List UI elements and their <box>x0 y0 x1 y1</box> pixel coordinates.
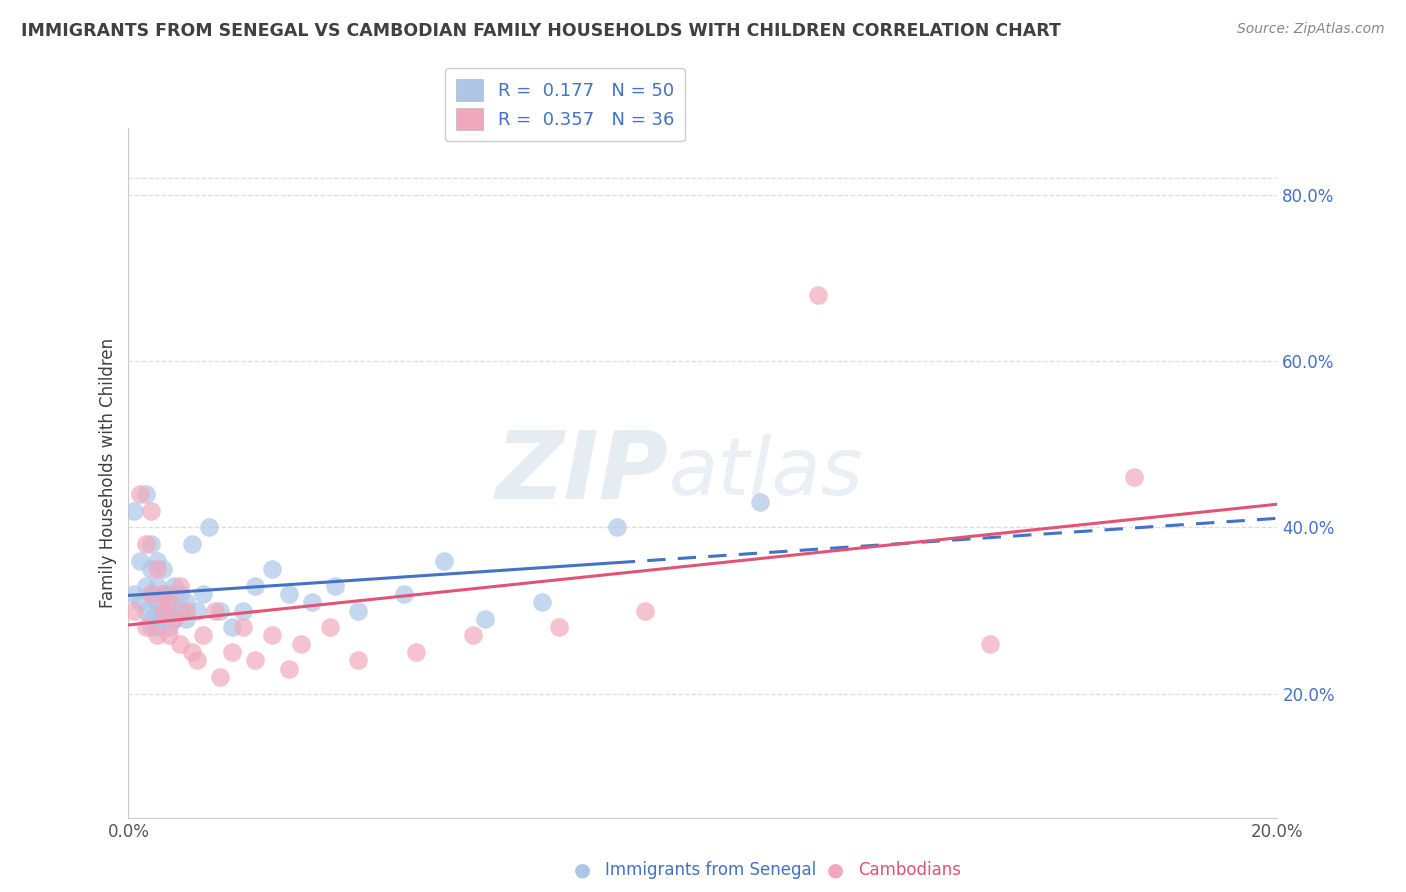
Text: ●: ● <box>827 860 844 880</box>
Point <box>243 578 266 592</box>
Point <box>221 645 243 659</box>
Point <box>122 504 145 518</box>
Point <box>169 578 191 592</box>
Point <box>749 495 772 509</box>
Point <box>262 562 284 576</box>
Point <box>174 603 197 617</box>
Point <box>634 603 657 617</box>
Point <box>157 595 180 609</box>
Point <box>548 620 571 634</box>
Text: Immigrants from Senegal: Immigrants from Senegal <box>605 861 815 879</box>
Point <box>141 587 163 601</box>
Point <box>204 603 226 617</box>
Point <box>141 504 163 518</box>
Point <box>1122 470 1144 484</box>
Point <box>169 637 191 651</box>
Point <box>163 578 186 592</box>
Point <box>191 587 214 601</box>
Point <box>323 578 346 592</box>
Point <box>209 670 232 684</box>
Point <box>347 603 370 617</box>
Point <box>141 537 163 551</box>
Point <box>278 662 301 676</box>
Point <box>169 587 191 601</box>
Legend: R =  0.177   N = 50, R =  0.357   N = 36: R = 0.177 N = 50, R = 0.357 N = 36 <box>446 68 685 141</box>
Point <box>474 612 496 626</box>
Point <box>318 620 340 634</box>
Point <box>157 628 180 642</box>
Point <box>152 612 174 626</box>
Point <box>146 595 169 609</box>
Point <box>180 537 202 551</box>
Point <box>122 603 145 617</box>
Point <box>405 645 427 659</box>
Point <box>146 603 169 617</box>
Point <box>606 520 628 534</box>
Point <box>135 487 157 501</box>
Point <box>209 603 232 617</box>
Point <box>301 595 323 609</box>
Point <box>186 603 208 617</box>
Point <box>157 595 180 609</box>
Text: ZIP: ZIP <box>495 427 668 519</box>
Point <box>135 537 157 551</box>
Point <box>463 628 485 642</box>
Point <box>262 628 284 642</box>
Point <box>157 620 180 634</box>
Text: Cambodians: Cambodians <box>858 861 960 879</box>
Point <box>433 554 456 568</box>
Point <box>146 562 169 576</box>
Point <box>122 587 145 601</box>
Point <box>186 653 208 667</box>
Point <box>129 595 152 609</box>
Text: atlas: atlas <box>668 434 863 512</box>
Point <box>152 587 174 601</box>
Point <box>141 562 163 576</box>
Point <box>141 612 163 626</box>
Text: ●: ● <box>574 860 591 880</box>
Point <box>129 554 152 568</box>
Point <box>135 578 157 592</box>
Point <box>243 653 266 667</box>
Point <box>141 587 163 601</box>
Text: Source: ZipAtlas.com: Source: ZipAtlas.com <box>1237 22 1385 37</box>
Point <box>152 603 174 617</box>
Point <box>347 653 370 667</box>
Point <box>152 562 174 576</box>
Point <box>163 612 186 626</box>
Text: IMMIGRANTS FROM SENEGAL VS CAMBODIAN FAMILY HOUSEHOLDS WITH CHILDREN CORRELATION: IMMIGRANTS FROM SENEGAL VS CAMBODIAN FAM… <box>21 22 1062 40</box>
Point <box>152 603 174 617</box>
Point <box>232 603 254 617</box>
Point <box>180 645 202 659</box>
Point <box>141 620 163 634</box>
Point <box>807 287 830 301</box>
Point <box>135 603 157 617</box>
Point <box>163 612 186 626</box>
Point <box>979 637 1001 651</box>
Point <box>174 612 197 626</box>
Point <box>157 603 180 617</box>
Point <box>146 578 169 592</box>
Point <box>146 620 169 634</box>
Point <box>531 595 554 609</box>
Point <box>198 520 221 534</box>
Point <box>221 620 243 634</box>
Point <box>278 587 301 601</box>
Point <box>157 587 180 601</box>
Point <box>135 620 157 634</box>
Point <box>146 554 169 568</box>
Point <box>392 587 415 601</box>
Point <box>169 603 191 617</box>
Point <box>129 487 152 501</box>
Point <box>290 637 312 651</box>
Point <box>174 595 197 609</box>
Y-axis label: Family Households with Children: Family Households with Children <box>100 338 117 608</box>
Point <box>191 628 214 642</box>
Point <box>232 620 254 634</box>
Point <box>152 587 174 601</box>
Point <box>146 628 169 642</box>
